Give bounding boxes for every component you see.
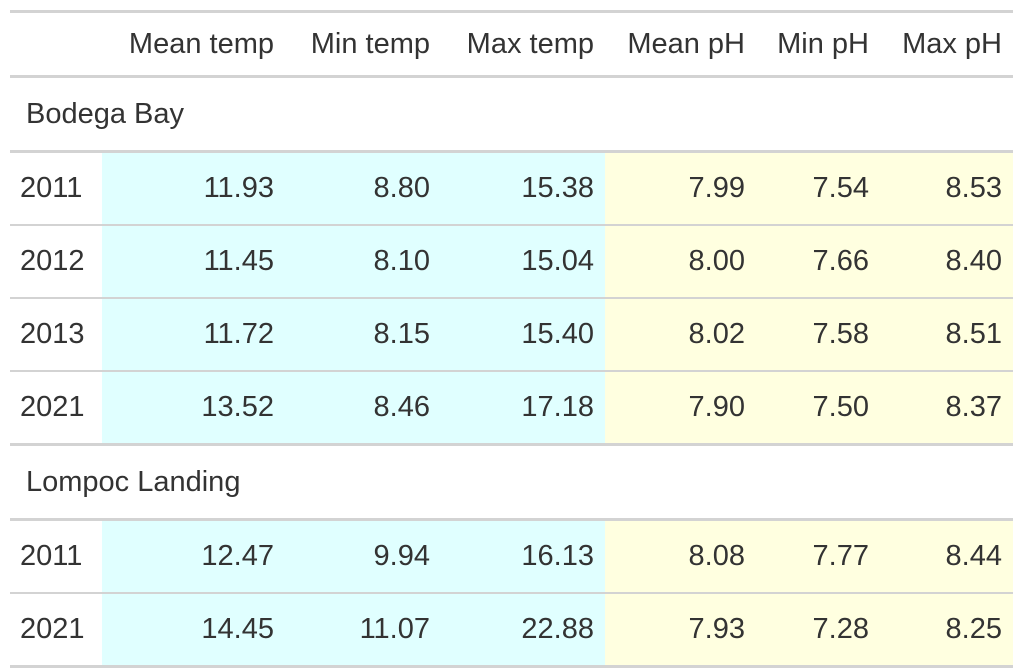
cell-mean-ph: 7.93 [605,593,756,668]
table-row: 2012 11.45 8.10 15.04 8.00 7.66 8.40 [10,225,1013,299]
cell-max-ph: 8.53 [880,151,1013,226]
cell-min-ph: 7.58 [756,298,880,372]
row-year: 2021 [10,371,102,446]
cell-min-temp: 8.80 [285,151,441,226]
cell-max-ph: 8.25 [880,593,1013,668]
cell-min-ph: 7.66 [756,225,880,299]
column-header-max-ph: Max pH [902,27,1002,60]
row-year: 2013 [10,298,102,372]
table-row: 2013 11.72 8.15 15.40 8.02 7.58 8.51 [10,298,1013,372]
table-row: 2011 11.93 8.80 15.38 7.99 7.54 8.53 [10,151,1013,226]
column-header-mean-ph: Mean pH [627,27,745,60]
cell-min-ph: 7.50 [756,371,880,446]
cell-min-ph: 7.28 [756,593,880,668]
group-row-bodega-bay: Bodega Bay [10,76,1013,153]
cell-min-ph: 7.54 [756,151,880,226]
cell-mean-ph: 7.99 [605,151,756,226]
column-header-mean-temp: Mean temp [128,27,274,60]
cell-mean-temp: 14.45 [102,593,285,668]
cell-max-ph: 8.51 [880,298,1013,372]
row-year: 2011 [10,151,102,226]
row-year: 2011 [10,519,102,594]
cell-mean-temp: 11.93 [102,151,285,226]
table-row: 2021 14.45 11.07 22.88 7.93 7.28 8.25 [10,593,1013,668]
cell-max-temp: 15.40 [441,298,605,372]
cell-max-temp: 15.38 [441,151,605,226]
cell-mean-ph: 8.00 [605,225,756,299]
cell-mean-ph: 7.90 [605,371,756,446]
cell-max-temp: 16.13 [441,519,605,594]
cell-min-temp: 8.46 [285,371,441,446]
cell-mean-ph: 8.02 [605,298,756,372]
header-row: Mean temp Min temp Max temp Mean pH Min … [10,11,1013,77]
table-header: Mean temp Min temp Max temp Mean pH Min … [10,11,1013,77]
group-label: Bodega Bay [10,76,1013,153]
table-row: 2021 13.52 8.46 17.18 7.90 7.50 8.37 [10,371,1013,446]
data-table-container: Mean temp Min temp Max temp Mean pH Min … [10,10,1013,668]
group-label: Lompoc Landing [10,444,1013,521]
cell-min-temp: 8.10 [285,225,441,299]
cell-mean-temp: 12.47 [102,519,285,594]
column-header-min-temp: Min temp [310,27,430,60]
cell-min-temp: 11.07 [285,593,441,668]
row-year: 2021 [10,593,102,668]
stub-header [10,12,102,77]
column-header-min-ph: Min pH [777,27,869,60]
cell-max-ph: 8.37 [880,371,1013,446]
group-row-lompoc-landing: Lompoc Landing [10,444,1013,521]
table-body: Bodega Bay 2011 11.93 8.80 15.38 7.99 7.… [10,76,1013,668]
cell-mean-temp: 11.72 [102,298,285,372]
cell-mean-temp: 11.45 [102,225,285,299]
cell-min-temp: 8.15 [285,298,441,372]
table-row: 2011 12.47 9.94 16.13 8.08 7.77 8.44 [10,519,1013,594]
cell-mean-ph: 8.08 [605,519,756,594]
column-header-max-temp: Max temp [466,27,594,60]
cell-max-temp: 17.18 [441,371,605,446]
cell-min-temp: 9.94 [285,519,441,594]
cell-mean-temp: 13.52 [102,371,285,446]
cell-max-temp: 22.88 [441,593,605,668]
summary-table: Mean temp Min temp Max temp Mean pH Min … [10,10,1013,668]
cell-max-ph: 8.44 [880,519,1013,594]
cell-min-ph: 7.77 [756,519,880,594]
row-year: 2012 [10,225,102,299]
cell-max-ph: 8.40 [880,225,1013,299]
cell-max-temp: 15.04 [441,225,605,299]
